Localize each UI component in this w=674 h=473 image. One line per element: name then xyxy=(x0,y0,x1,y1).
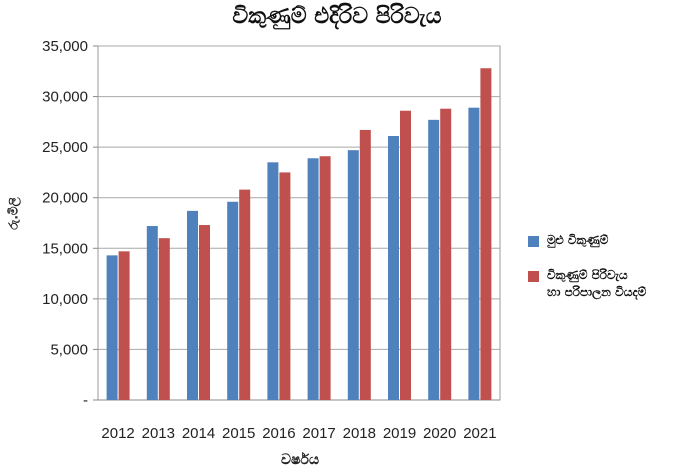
legend-swatch-total-sales xyxy=(528,236,539,247)
y-tick-label: 15,000 xyxy=(42,240,88,257)
x-tick-label: 2020 xyxy=(423,425,456,442)
bar-cost xyxy=(319,156,331,400)
bar-cost xyxy=(158,238,170,400)
legend: මුළු විකුණුම් විකුණුම් පිරිවැය හා පරිපාල… xyxy=(528,232,674,319)
x-tick-label: 2013 xyxy=(142,425,175,442)
x-tick-label: 2021 xyxy=(463,425,496,442)
x-tick-label: 2014 xyxy=(182,425,215,442)
bar-total-sales xyxy=(347,150,359,400)
bar-total-sales xyxy=(428,119,440,400)
y-tick-label: 5,000 xyxy=(50,341,88,358)
y-tick-label: 30,000 xyxy=(42,89,88,106)
x-tick-label: 2018 xyxy=(343,425,376,442)
legend-swatch-cost xyxy=(528,271,539,282)
x-tick-label: 2019 xyxy=(383,425,416,442)
legend-item-cost: විකුණුම් පිරිවැය හා පරිපාලන වියදම් xyxy=(528,267,674,301)
bar-cost xyxy=(118,251,130,400)
bar-cost xyxy=(480,68,492,400)
bar-total-sales xyxy=(106,255,118,400)
bar-total-sales xyxy=(388,136,399,400)
plot-frame xyxy=(97,45,501,401)
bar-total-sales xyxy=(146,226,158,400)
legend-label-total-sales: මුළු විකුණුම් xyxy=(547,233,609,247)
x-tick-label: 2017 xyxy=(302,425,335,442)
bar-cost xyxy=(440,108,452,401)
x-tick-label: 2015 xyxy=(222,425,255,442)
x-tick-label: 2012 xyxy=(101,425,134,442)
bar-cost xyxy=(359,129,371,400)
bar-total-sales xyxy=(468,107,480,400)
y-tick-label: 25,000 xyxy=(42,139,88,156)
y-axis-label: රු.මිලි xyxy=(6,197,21,230)
x-tick-label: 2016 xyxy=(262,425,295,442)
bar-total-sales xyxy=(227,201,239,400)
bar-cost xyxy=(400,110,411,400)
bar-total-sales xyxy=(187,210,198,400)
y-tick-label: 20,000 xyxy=(42,190,88,207)
bar-cost xyxy=(239,189,251,400)
bar-cost xyxy=(279,172,291,400)
y-tick-label: 10,000 xyxy=(42,291,88,308)
legend-label-cost: විකුණුම් පිරිවැය හා පරිපාලන වියදම් xyxy=(547,268,647,299)
y-tick-label: - xyxy=(83,392,88,409)
legend-item-total-sales: මුළු විකුණුම් xyxy=(528,232,674,249)
bar-total-sales xyxy=(307,158,319,400)
chart-title: විකුණුම් එදිරිව පිරිවැය xyxy=(232,4,442,29)
bar-total-sales xyxy=(267,162,279,400)
x-axis-label: වර්ෂය xyxy=(280,452,320,468)
y-tick-label: 35,000 xyxy=(42,38,88,55)
bar-cost xyxy=(199,225,210,400)
